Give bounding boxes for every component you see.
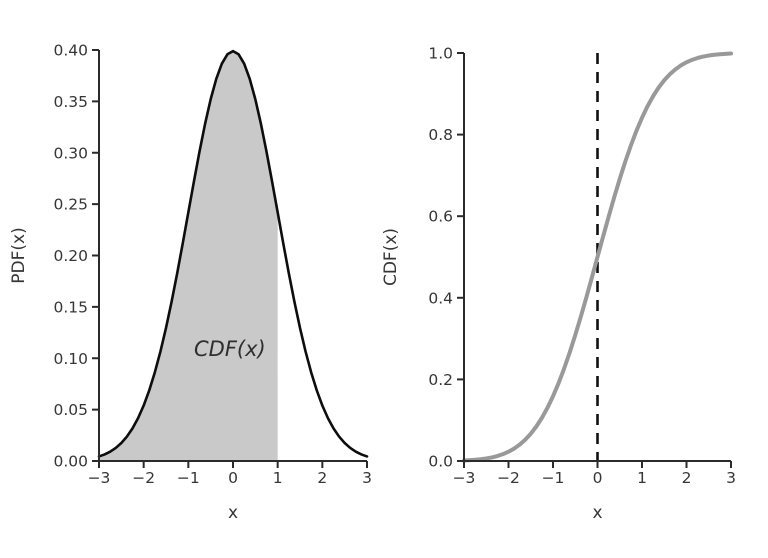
- y-tick-label: 0.35: [53, 93, 88, 111]
- y-tick-label: 0.6: [428, 208, 453, 226]
- x-tick-label: −3: [453, 469, 476, 487]
- pdf-subplot: −3 −2 −1 0 1 2 3 0.00 0.05 0.10 0.15 0.20 0.25 0.30 0.…: [9, 42, 372, 524]
- cdf-subplot: −3 −2 −1 0 1 2 3 0.0 0.2 0.4 0.6 0.8 1.0 x CDF(x): [381, 45, 736, 524]
- y-tick-label: 0.20: [53, 247, 88, 265]
- x-tick-label: 2: [682, 469, 692, 487]
- x-tick-label: 0: [228, 469, 238, 487]
- y-tick-label: 0.00: [53, 453, 88, 471]
- cdf-shaded-area: [99, 51, 278, 462]
- y-axis-label: PDF(x): [9, 227, 29, 283]
- x-tick-label: 1: [637, 469, 647, 487]
- x-tick-label: −1: [177, 469, 200, 487]
- y-tick-label: 0.4: [428, 289, 453, 307]
- x-tick-label: −3: [88, 469, 111, 487]
- x-tick-label: −1: [542, 469, 565, 487]
- x-tick-label: 2: [317, 469, 327, 487]
- y-tick-label: 1.0: [428, 45, 453, 63]
- x-tick-label: 0: [593, 469, 603, 487]
- y-tick-label: 0.15: [53, 298, 88, 316]
- y-tick-label: 0.0: [428, 453, 453, 471]
- y-tick-label: 0.10: [53, 350, 88, 368]
- normal-cdf-curve: [462, 51, 733, 463]
- x-tick-label: 3: [362, 469, 372, 487]
- y-tick-label: 0.25: [53, 196, 88, 214]
- x-axis-label: x: [592, 503, 602, 523]
- y-tick-label: 0.40: [53, 42, 88, 60]
- x-tick-label: −2: [132, 469, 155, 487]
- normal-pdf-curve: [97, 49, 369, 458]
- x-tick-label: 1: [273, 469, 283, 487]
- y-tick-label: 0.8: [428, 126, 453, 144]
- y-tick-label: 0.05: [53, 401, 88, 419]
- x-tick-label: −2: [497, 469, 520, 487]
- cdf-annotation: CDF(x): [194, 337, 266, 361]
- y-tick-label: 0.30: [53, 144, 88, 162]
- y-axis-label: CDF(x): [381, 228, 401, 286]
- x-axis-label: x: [228, 503, 238, 523]
- y-tick-label: 0.2: [428, 371, 453, 389]
- x-tick-label: 3: [726, 469, 736, 487]
